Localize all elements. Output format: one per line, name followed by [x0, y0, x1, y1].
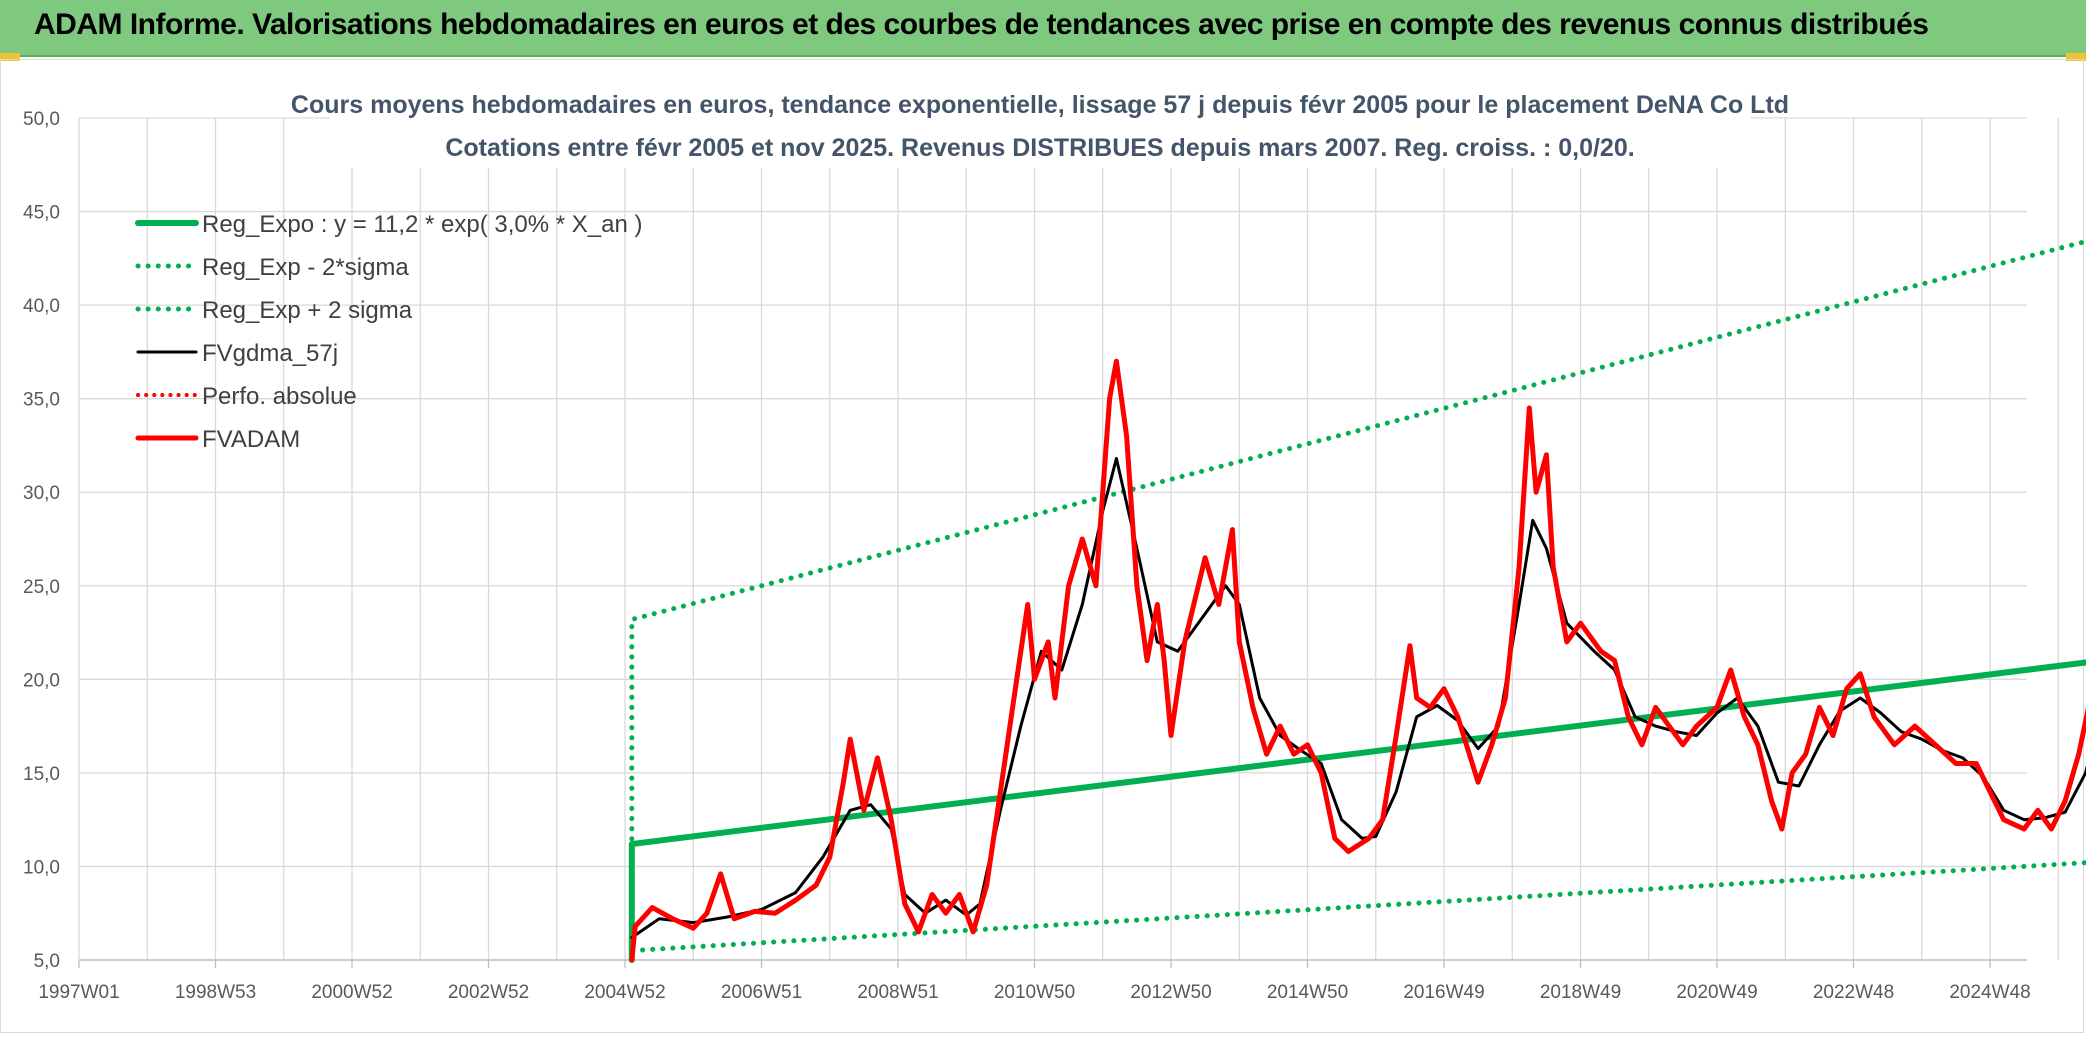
x-tick-label: 1997W01	[38, 982, 119, 1003]
chart-title-line1: Cours moyens hebdomadaires en euros, ten…	[291, 91, 1789, 119]
y-tick-label: 20,0	[23, 670, 60, 691]
gridlines	[78, 117, 2059, 961]
corner-marker	[0, 53, 20, 61]
y-tick-label: 50,0	[23, 109, 60, 130]
chart-frame	[0, 59, 2084, 1033]
y-tick-label: 45,0	[23, 203, 60, 224]
y-tick-label: 40,0	[23, 296, 60, 317]
x-tick-label: 2008W51	[857, 982, 938, 1003]
title-bar: ADAM Informe. Valorisations hebdomadaire…	[0, 0, 2086, 57]
corner-marker	[2066, 53, 2086, 61]
x-tick-label: 2012W50	[1130, 982, 1211, 1003]
y-axis-ticks: 5,0 10,0 15,0 20,0 25,0 30,0 35,0 40,0 45,0 50,0	[23, 109, 60, 972]
x-axis-ticks: 1997W01 1998W53 2000W52 2002W52 2004W52 2006W…	[38, 960, 2031, 1003]
y-tick-label: 5,0	[34, 951, 60, 972]
x-tick-label: 2022W48	[1813, 982, 1894, 1003]
title-background	[330, 84, 1750, 168]
legend-label: Reg_Exp - 2*sigma	[202, 254, 409, 281]
y-tick-label: 15,0	[23, 764, 60, 785]
y-tick-label: 10,0	[23, 857, 60, 878]
x-tick-label: 2014W50	[1267, 982, 1348, 1003]
legend-label: Reg_Exp + 2 sigma	[202, 297, 413, 324]
legend: Reg_Expo : y = 11,2 * exp( 3,0% * X_an )…	[135, 211, 642, 453]
series-line-5	[629, 358, 2086, 963]
series-layer	[628, 239, 2086, 963]
y-tick-label: 35,0	[23, 390, 60, 411]
y-tick-label: 25,0	[23, 577, 60, 598]
x-tick-label: 2002W52	[448, 982, 529, 1003]
series-line-3	[630, 457, 2086, 939]
series-line-2	[629, 239, 2086, 963]
x-tick-label: 2004W52	[584, 982, 665, 1003]
x-tick-label: 2024W48	[1949, 982, 2030, 1003]
y-tick-label: 30,0	[23, 483, 60, 504]
legend-label: Reg_Expo : y = 11,2 * exp( 3,0% * X_an )	[202, 211, 642, 238]
legend-label: FVADAM	[202, 426, 300, 453]
page-title: ADAM Informe. Valorisations hebdomadaire…	[34, 8, 1929, 41]
x-tick-label: 2016W49	[1403, 982, 1484, 1003]
x-tick-label: 2018W49	[1540, 982, 1621, 1003]
x-tick-label: 2000W52	[311, 982, 392, 1003]
x-tick-label: 2010W50	[994, 982, 1075, 1003]
x-tick-label: 1998W53	[175, 982, 256, 1003]
series-line-1	[629, 860, 2086, 963]
x-tick-label: 2020W49	[1676, 982, 1757, 1003]
x-tick-label: 2006W51	[721, 982, 802, 1003]
legend-label: Perfo. absolue	[202, 383, 357, 410]
chart-title-line2: Cotations entre févr 2005 et nov 2025. R…	[445, 134, 1634, 162]
legend-label: FVgdma_57j	[202, 340, 338, 367]
